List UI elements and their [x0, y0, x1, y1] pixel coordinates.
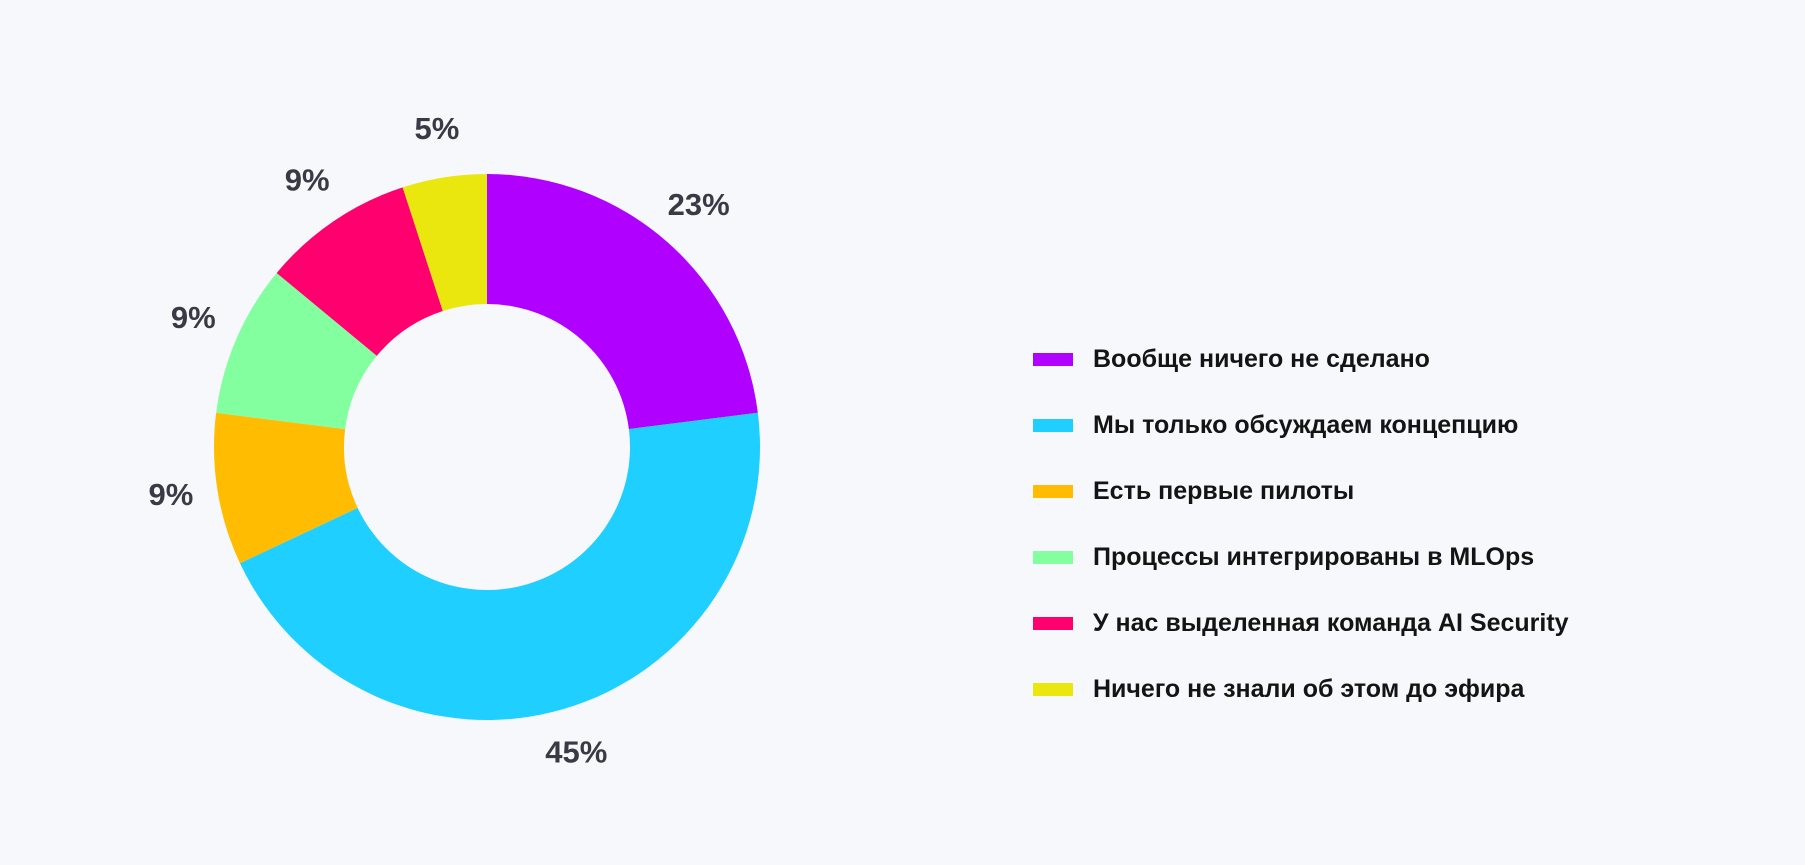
legend-swatch — [1033, 616, 1073, 630]
data-label: 9% — [149, 477, 194, 512]
legend-swatch — [1033, 550, 1073, 564]
donut-slice — [214, 412, 358, 564]
legend-label: Есть первые пилоты — [1093, 476, 1355, 505]
donut-slice — [487, 174, 758, 430]
legend-item: У нас выделенная команда AI Security — [1033, 590, 1569, 656]
data-label: 9% — [171, 300, 216, 335]
legend-label: Ничего не знали об этом до эфира — [1093, 674, 1525, 703]
data-label: 9% — [285, 163, 330, 198]
data-label: 45% — [545, 734, 607, 769]
legend-label: Вообще ничего не сделано — [1093, 344, 1430, 373]
data-label: 23% — [668, 187, 730, 222]
legend-label: Процессы интегрированы в MLOps — [1093, 542, 1535, 571]
legend-label: У нас выделенная команда AI Security — [1093, 608, 1569, 637]
legend-item: Мы только обсуждаем концепцию — [1033, 392, 1569, 458]
donut-slice — [216, 272, 377, 430]
legend-swatch — [1033, 352, 1073, 366]
data-label: 5% — [415, 111, 460, 146]
legend-swatch — [1033, 682, 1073, 696]
legend-item: Процессы интегрированы в MLOps — [1033, 524, 1569, 590]
donut-slice — [239, 412, 761, 720]
legend-item: Вообще ничего не сделано — [1033, 326, 1569, 392]
legend-item: Есть первые пилоты — [1033, 458, 1569, 524]
donut-slice — [276, 187, 443, 356]
legend-item: Ничего не знали об этом до эфира — [1033, 656, 1569, 722]
legend: Вообще ничего не сделано Мы только обсуж… — [1033, 326, 1569, 722]
legend-swatch — [1033, 418, 1073, 432]
legend-swatch — [1033, 484, 1073, 498]
legend-label: Мы только обсуждаем концепцию — [1093, 410, 1519, 439]
donut-slice — [402, 174, 487, 311]
